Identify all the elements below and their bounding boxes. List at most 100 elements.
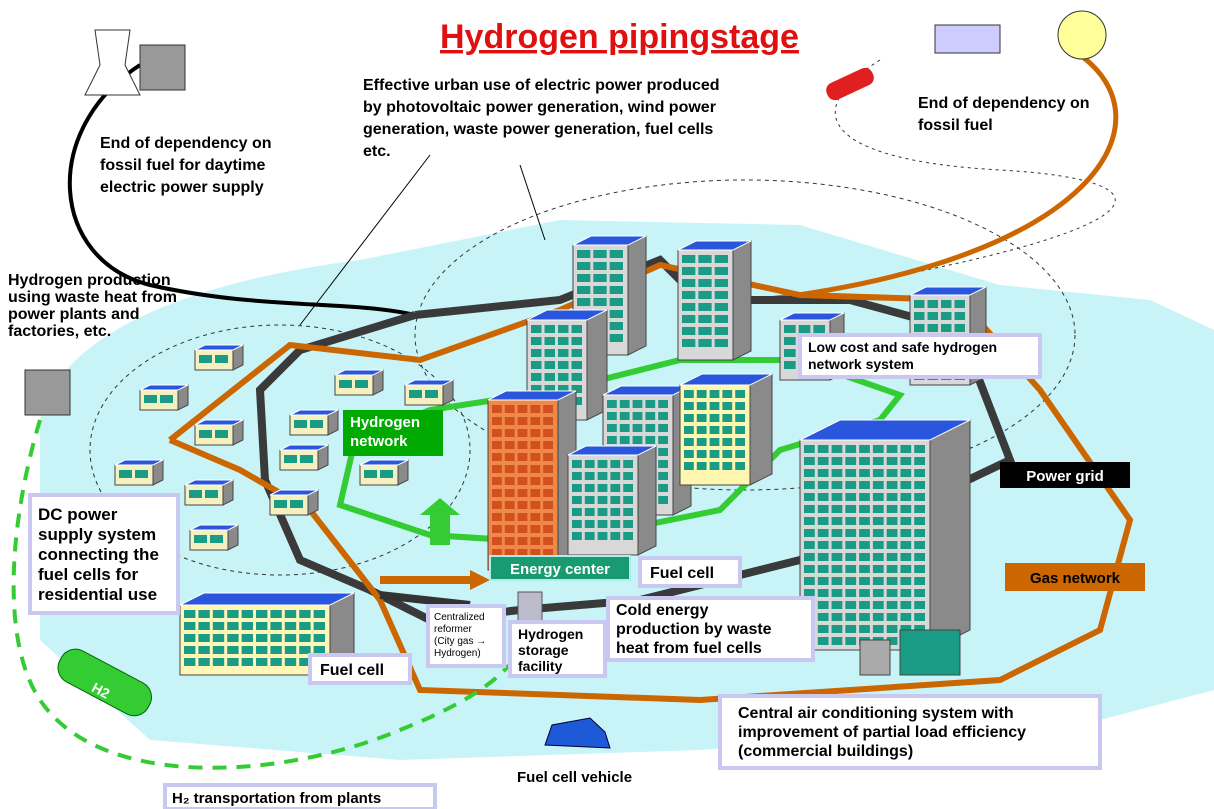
window — [227, 658, 238, 666]
window — [735, 426, 745, 434]
window — [804, 457, 815, 465]
window — [859, 493, 870, 501]
text-line: fossil fuel for daytime — [100, 157, 265, 174]
window — [198, 658, 209, 666]
window — [845, 637, 856, 645]
text-line: (City gas → — [434, 636, 486, 647]
window — [543, 405, 553, 413]
window — [215, 355, 228, 363]
window — [543, 465, 553, 473]
window — [505, 513, 515, 521]
window — [518, 501, 528, 509]
window — [294, 420, 307, 428]
window — [845, 445, 856, 453]
window — [572, 496, 582, 504]
window — [873, 493, 884, 501]
window — [530, 489, 540, 497]
window — [941, 312, 952, 320]
text-line: using waste heat from — [8, 289, 177, 306]
window — [845, 505, 856, 513]
window — [610, 532, 620, 540]
window — [543, 441, 553, 449]
window — [941, 300, 952, 308]
window — [900, 565, 911, 573]
window — [558, 325, 569, 333]
window — [492, 441, 502, 449]
window — [955, 312, 966, 320]
window — [873, 565, 884, 573]
window — [543, 537, 553, 545]
window — [887, 517, 898, 525]
window — [682, 255, 695, 263]
window — [914, 613, 925, 621]
gas-network-label: Gas network — [1030, 570, 1121, 587]
window — [804, 469, 815, 477]
window — [684, 402, 694, 410]
window — [610, 286, 623, 294]
window — [530, 513, 540, 521]
power-grid-label: Power grid — [1026, 468, 1104, 485]
window — [572, 373, 583, 381]
window — [698, 279, 711, 287]
tank — [518, 592, 542, 622]
window — [832, 637, 843, 645]
window — [832, 481, 843, 489]
text-line: factories, etc. — [8, 323, 111, 340]
title: Hydrogen pipingstage — [440, 18, 799, 56]
window — [270, 622, 281, 630]
window — [818, 457, 829, 465]
window — [818, 613, 829, 621]
window — [832, 529, 843, 537]
window — [832, 589, 843, 597]
fossil-daytime-note: End of dependency onfossil fuel for dayt… — [100, 135, 272, 196]
gas-holder — [1058, 11, 1106, 59]
window — [543, 417, 553, 425]
window — [698, 327, 711, 335]
window — [715, 339, 728, 347]
window — [684, 438, 694, 446]
window — [598, 496, 608, 504]
window — [256, 634, 267, 642]
window — [607, 424, 617, 432]
window — [784, 325, 796, 333]
window — [645, 412, 655, 420]
fuel-cell-label: Fuel cell — [650, 565, 714, 582]
window — [593, 262, 606, 270]
window — [873, 589, 884, 597]
window — [845, 481, 856, 489]
window — [682, 291, 695, 299]
window — [645, 400, 655, 408]
window — [928, 300, 939, 308]
window — [887, 613, 898, 621]
window — [518, 537, 528, 545]
window — [543, 429, 553, 437]
energy-center-label: Energy center — [510, 561, 610, 578]
window — [715, 327, 728, 335]
window — [314, 610, 325, 618]
window — [682, 303, 695, 311]
window — [274, 500, 287, 508]
building-side — [733, 241, 751, 360]
factory — [140, 45, 185, 90]
window — [530, 465, 540, 473]
window — [845, 601, 856, 609]
window — [873, 457, 884, 465]
window — [543, 525, 553, 533]
window — [710, 438, 720, 446]
window — [818, 601, 829, 609]
window — [735, 438, 745, 446]
window — [184, 634, 195, 642]
window — [804, 529, 815, 537]
window — [227, 646, 238, 654]
window — [425, 390, 438, 398]
window — [492, 429, 502, 437]
window — [492, 513, 502, 521]
window — [914, 481, 925, 489]
window — [198, 622, 209, 630]
window — [530, 501, 540, 509]
window — [310, 420, 323, 428]
window — [914, 324, 925, 332]
window — [715, 291, 728, 299]
window — [610, 274, 623, 282]
window — [697, 462, 707, 470]
